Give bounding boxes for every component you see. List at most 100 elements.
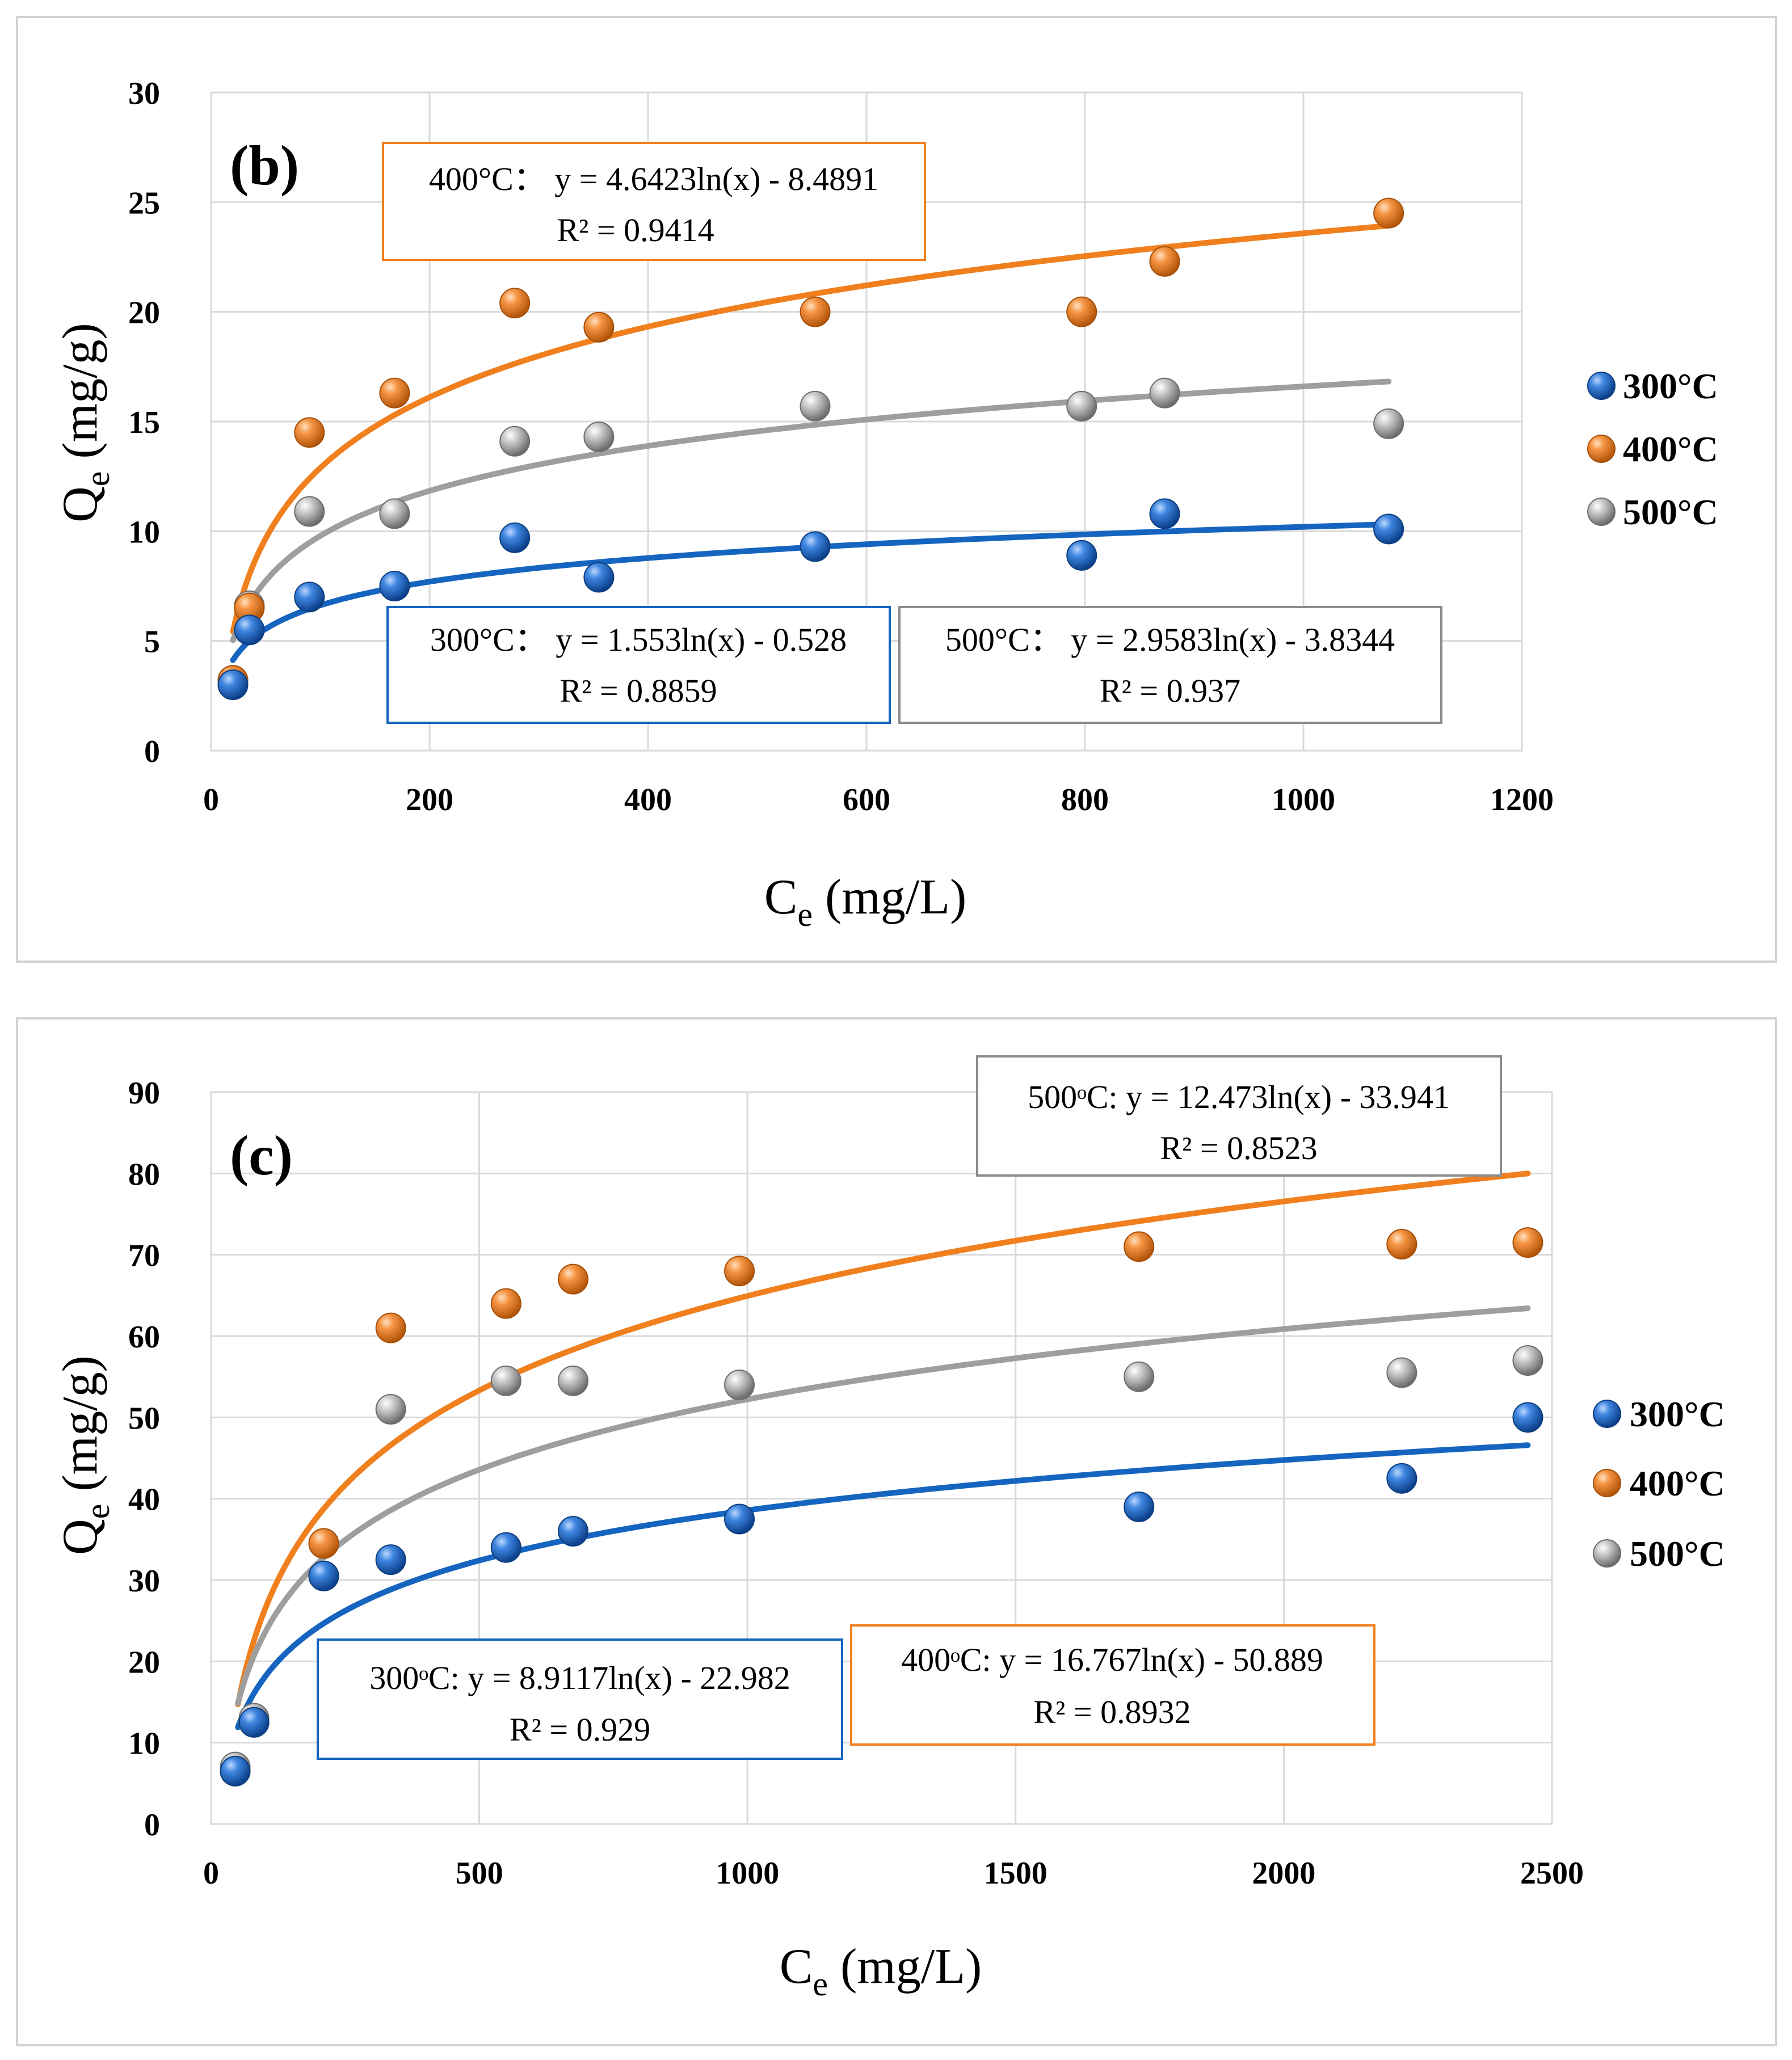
panel-b-ylabel-main: Q [53, 486, 108, 523]
panel-c-point-400-2 [308, 1528, 339, 1559]
panel-b-xtick-1200: 1200 [1490, 782, 1554, 818]
panel-c-point-400-3 [375, 1312, 406, 1343]
panel-c-fit-500 [235, 1305, 1531, 1707]
panel-b-equation-300-r2: R² = 0.8859 [560, 672, 717, 709]
chart-panel-c: 0 500 1000 1500 2000 25000102030405060708090 … [16, 1017, 1777, 2046]
panel-b-ytick-15: 15 [128, 405, 160, 440]
panel-b-point-400-3 [379, 377, 410, 408]
panel-c-equation-400-text: 400ᵒC: y = 16.767ln(x) - 50.889 [901, 1641, 1323, 1678]
panel-b-legend-item-400: 400°C [1587, 429, 1718, 469]
panel-b-equation-400-r2: R² = 0.9414 [557, 212, 714, 248]
panel-c-equation-300-text: 300ᵒC: y = 8.9117ln(x) - 22.982 [369, 1659, 790, 1696]
panel-c-legend-item-300: 300°C [1593, 1394, 1725, 1434]
panel-c-point-400-8 [1386, 1229, 1417, 1260]
panel-b-fit-400 [230, 222, 1392, 635]
panel-b-xtick-400: 400 [624, 782, 672, 818]
panel-c-legend-item-500: 500°C [1593, 1534, 1725, 1574]
panel-c-legend-marker-300 [1593, 1400, 1621, 1428]
panel-c-ytick-40: 40 [128, 1482, 160, 1518]
panel-c-ytick-20: 20 [128, 1645, 160, 1680]
panel-c-xlabel-main: C [780, 1939, 813, 1994]
panel-c-ytick-30: 30 [128, 1564, 160, 1599]
panel-b-point-500-9 [1373, 408, 1404, 439]
panel-b-point-300-1 [234, 614, 265, 646]
panel-b-point-400-9 [1373, 197, 1404, 229]
panel-c-frame [16, 1017, 1777, 2046]
panel-c-point-300-0 [220, 1755, 251, 1787]
panel-c-xtick-1000: 1000 [716, 1856, 779, 1891]
panel-c-equation-500-r2: R² = 0.8523 [1160, 1130, 1317, 1166]
panel-c-equation-400: 400ᵒC: y = 16.767ln(x) - 50.889 R² = 0.8… [850, 1624, 1375, 1746]
panel-c-point-500-8 [1386, 1357, 1417, 1388]
panel-c-ytick-0: 0 [144, 1808, 160, 1843]
panel-c-point-300-9 [1512, 1402, 1543, 1433]
panel-c-xlabel-sub: e [813, 1965, 828, 2003]
panel-b-xlabel: Ce (mg/L) [764, 870, 967, 933]
panel-b-legend-label-500: 500°C [1623, 492, 1718, 532]
panel-b-point-300-3 [379, 571, 410, 601]
panel-c-label: (c) [230, 1124, 293, 1187]
panel-c-point-300-3 [375, 1544, 406, 1575]
panel-c-ytick-90: 90 [128, 1076, 160, 1111]
panel-c-xlabel: Ce (mg/L) [780, 1939, 982, 2003]
panel-c-xtick-2000: 2000 [1252, 1856, 1315, 1891]
panel-b-legend-marker-300 [1587, 372, 1616, 400]
panel-b-point-500-3 [379, 498, 410, 529]
panel-b-legend: 300°C 400°C 500°C [1587, 366, 1718, 532]
panel-c-point-500-6 [724, 1370, 755, 1400]
panel-b-ylabel: Qe (mg/g) [53, 323, 116, 523]
panel-c-ticks: 0 500 1000 1500 2000 2500 0 10 20 30 40 50 60 70 80 90 [128, 1076, 1584, 1891]
panel-b-legend-item-300: 300°C [1587, 366, 1718, 406]
panel-b-point-300-2 [294, 582, 325, 613]
panel-b-point-500-7 [1066, 390, 1097, 422]
panel-b-xtick-1000: 1000 [1272, 782, 1335, 818]
panel-c-ytick-70: 70 [128, 1238, 160, 1274]
panel-b-xlabel-sub: e [797, 896, 813, 933]
panel-b-xtick-800: 800 [1061, 782, 1109, 818]
panel-c-legend-marker-400 [1593, 1469, 1621, 1497]
panel-c-point-300-8 [1386, 1463, 1417, 1494]
panel-b-point-300-4 [499, 522, 531, 553]
panel-c-ytick-10: 10 [128, 1726, 160, 1762]
panel-b-point-400-8 [1149, 246, 1180, 277]
panel-c-point-300-6 [724, 1503, 755, 1535]
panel-c-point-500-5 [558, 1365, 589, 1396]
panel-b-fit-lines [230, 222, 1392, 663]
panel-c-point-500-7 [1124, 1361, 1155, 1392]
panel-b-point-300-7 [1066, 540, 1097, 571]
panel-b-equation-500-text: 500°C： y = 2.9583ln(x) - 3.8344 [945, 621, 1395, 658]
panel-c-point-400-6 [724, 1256, 755, 1287]
panel-b-equation-300-box [386, 606, 891, 724]
panel-b-point-500-8 [1149, 377, 1180, 408]
panel-c-legend-label-300: 300°C [1630, 1394, 1725, 1434]
panel-c-ytick-60: 60 [128, 1320, 160, 1355]
panel-c-fit-400 [235, 1170, 1531, 1708]
panel-b-fit-300 [230, 521, 1392, 663]
panel-c-point-400-9 [1512, 1227, 1543, 1258]
panel-c-equation-400-r2: R² = 0.8932 [1033, 1694, 1191, 1730]
panel-b-equation-500: 500°C： y = 2.9583ln(x) - 3.8344 R² = 0.9… [898, 606, 1442, 724]
panel-b-equation-300: 300°C： y = 1.553ln(x) - 0.528 R² = 0.885… [386, 606, 891, 724]
panel-c-ylabel-sub: e [79, 1504, 116, 1519]
panel-b-ytick-20: 20 [128, 296, 160, 331]
panel-c-equation-500-text: 500ᵒC: y = 12.473ln(x) - 33.941 [1028, 1079, 1450, 1115]
panel-c-xtick-0: 0 [203, 1856, 219, 1891]
panel-b-ylabel-sub: e [79, 471, 116, 487]
panel-b-label: (b) [230, 134, 299, 197]
panel-c-legend-label-400: 400°C [1630, 1463, 1725, 1503]
panel-b-equation-400-box [382, 142, 926, 261]
panel-c-point-400-5 [558, 1263, 589, 1295]
panel-b-points [217, 197, 1404, 700]
panel-c-legend-marker-500 [1593, 1539, 1621, 1568]
panel-c-ylabel: Qe (mg/g) [53, 1355, 116, 1555]
panel-b-point-500-5 [583, 422, 615, 453]
panel-b-ylabel-unit: (mg/g) [53, 323, 108, 459]
panel-c-point-400-7 [1124, 1231, 1155, 1262]
panel-c-equation-300: 300ᵒC: y = 8.9117ln(x) - 22.982 R² = 0.9… [317, 1638, 843, 1760]
panel-b-ytick-10: 10 [128, 515, 160, 550]
panel-c-ytick-80: 80 [128, 1157, 160, 1192]
panel-c-fit-300 [235, 1442, 1531, 1730]
panel-c-point-300-4 [490, 1532, 521, 1563]
panel-b-equation-400-text: 400°C： y = 4.6423ln(x) - 8.4891 [429, 161, 878, 197]
panel-b-point-300-0 [217, 669, 249, 700]
